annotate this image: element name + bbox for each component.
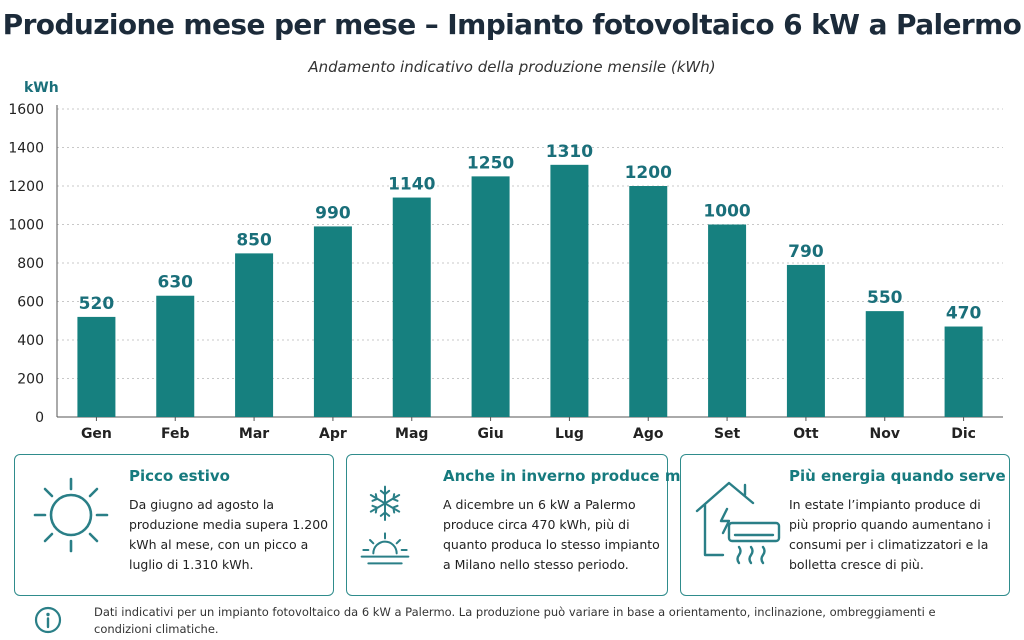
data-label: 630 bbox=[158, 273, 194, 293]
y-tick-label: 1200 bbox=[8, 179, 44, 195]
card-text: A dicembre un 6 kW a Palermo produce cir… bbox=[443, 497, 660, 572]
x-tick-label: Giu bbox=[477, 426, 503, 442]
chart-subtitle: Andamento indicativo della produzione me… bbox=[308, 58, 716, 76]
card-title: Picco estivo bbox=[129, 467, 230, 485]
x-tick-label: Nov bbox=[870, 426, 900, 442]
card-title: Anche in inverno produce molto bbox=[443, 467, 714, 485]
house-air-conditioner-icon bbox=[695, 481, 781, 565]
bar bbox=[156, 295, 195, 417]
x-tick-label: Ago bbox=[633, 426, 664, 442]
y-tick-label: 600 bbox=[17, 295, 44, 311]
bar bbox=[235, 253, 274, 417]
bar bbox=[629, 186, 668, 417]
card-text: Da giugno ad agosto la produzione media … bbox=[129, 497, 329, 572]
y-tick-label: 1600 bbox=[8, 102, 44, 118]
card-text: In estate l’impianto produce di più prop… bbox=[789, 497, 991, 572]
sun-icon bbox=[33, 477, 109, 553]
y-tick-label: 1400 bbox=[8, 141, 44, 157]
bar bbox=[392, 197, 431, 417]
chart-title: Produzione mese per mese – Impianto foto… bbox=[2, 8, 1022, 41]
data-label: 1250 bbox=[467, 153, 514, 173]
info-icon bbox=[34, 606, 62, 634]
data-label: 790 bbox=[788, 242, 824, 262]
data-label: 550 bbox=[867, 288, 903, 308]
x-tick-label: Mag bbox=[395, 426, 428, 442]
data-label: 1200 bbox=[625, 163, 672, 183]
footer-text: Dati indicativi per un impianto fotovolt… bbox=[94, 605, 936, 636]
data-label: 1140 bbox=[388, 175, 435, 195]
y-tick-label: 200 bbox=[17, 372, 44, 388]
y-tick-label: 800 bbox=[17, 256, 44, 272]
data-label: 850 bbox=[236, 230, 272, 250]
data-label: 520 bbox=[79, 294, 115, 314]
bar-chart: 0 200 400 600 800 1000 1200 1400 1600 kWh 520 Gen 63… bbox=[8, 80, 1003, 442]
y-axis-label: kWh bbox=[24, 80, 59, 96]
info-card-summer-peak: Picco estivo Da giugno ad agosto la prod… bbox=[14, 454, 334, 596]
y-tick-label: 0 bbox=[35, 410, 44, 426]
data-label: 470 bbox=[946, 304, 982, 324]
card-title: Più energia quando serve bbox=[789, 467, 1006, 485]
x-tick-label: Mar bbox=[239, 426, 269, 442]
x-tick-label: Feb bbox=[161, 426, 190, 442]
bar bbox=[550, 164, 589, 417]
data-label: 1000 bbox=[703, 202, 750, 222]
x-tick-label: Dic bbox=[951, 426, 976, 442]
bar bbox=[313, 226, 352, 417]
x-tick-label: Apr bbox=[319, 426, 347, 442]
info-card-winter: Anche in inverno produce molto A dicembr… bbox=[346, 454, 713, 596]
data-label: 990 bbox=[315, 203, 351, 223]
x-tick-label: Lug bbox=[555, 426, 584, 442]
y-tick-label: 400 bbox=[17, 333, 44, 349]
x-tick-label: Gen bbox=[81, 426, 112, 442]
bar bbox=[708, 224, 747, 417]
y-tick-label: 1000 bbox=[8, 218, 44, 234]
info-card-energy-when-needed: Più energia quando serve In estate l’imp… bbox=[680, 454, 1010, 596]
data-label: 1310 bbox=[546, 142, 593, 162]
bar bbox=[944, 326, 983, 417]
bar bbox=[865, 311, 904, 417]
snowflake-sunrise-icon bbox=[360, 485, 410, 565]
x-tick-label: Set bbox=[714, 426, 741, 442]
footer-note: Dati indicativi per un impianto fotovolt… bbox=[14, 604, 1014, 638]
bar bbox=[77, 316, 116, 417]
x-tick-label: Ott bbox=[793, 426, 819, 442]
bar bbox=[786, 264, 825, 417]
bar bbox=[471, 176, 510, 417]
